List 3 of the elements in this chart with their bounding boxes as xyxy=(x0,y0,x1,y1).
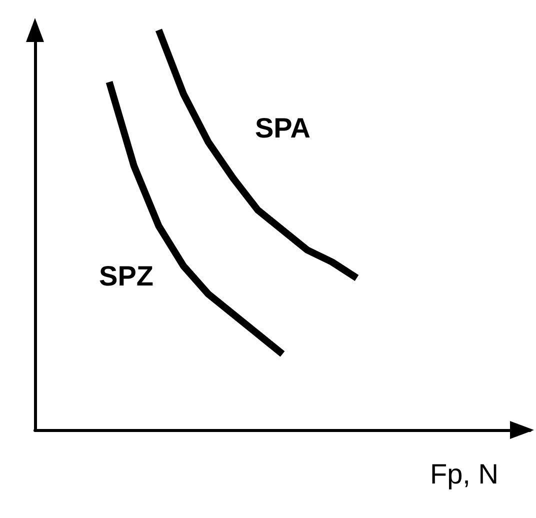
series-label: SPZ xyxy=(99,260,154,292)
x-axis-title: Fp, N xyxy=(430,458,498,490)
series-label: SPA xyxy=(255,112,310,144)
